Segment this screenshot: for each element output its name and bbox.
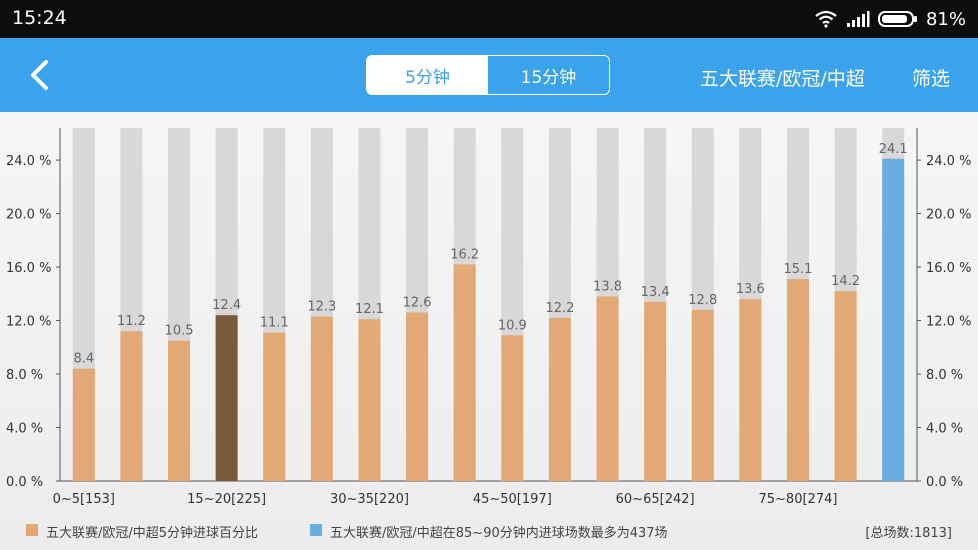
bar-value-label: 10.5 bbox=[165, 324, 194, 339]
legend-label-max: 五大联赛/欧冠/中超在85~90分钟内进球场数最多为437场 bbox=[330, 526, 668, 541]
y-tick-label-right: 8.0 % bbox=[926, 368, 963, 383]
back-arrow-icon[interactable] bbox=[22, 56, 58, 94]
y-tick-label-left: 4.0 % bbox=[6, 422, 43, 437]
x-tick-label: 30~35[220] bbox=[330, 492, 409, 507]
filter-button[interactable]: 筛选 bbox=[912, 68, 951, 90]
bar-value-label: 11.2 bbox=[117, 314, 146, 329]
bar bbox=[406, 312, 429, 481]
battery-icon bbox=[877, 11, 917, 27]
y-tick-label-left: 24.0 % bbox=[6, 154, 51, 169]
bar bbox=[453, 264, 476, 481]
bar-value-label: 13.4 bbox=[641, 285, 670, 300]
legend-swatch-orange bbox=[26, 524, 38, 536]
wifi-icon bbox=[815, 10, 837, 28]
legend-label-percent: 五大联赛/欧冠/中超5分钟进球百分比 bbox=[46, 526, 259, 541]
bar bbox=[596, 296, 619, 481]
bar-value-label: 14.2 bbox=[831, 274, 860, 289]
battery-percent: 81% bbox=[925, 8, 966, 30]
x-tick-label: 45~50[197] bbox=[473, 492, 552, 507]
bar-value-label: 8.4 bbox=[73, 352, 94, 367]
y-tick-label-left: 0.0 % bbox=[6, 475, 43, 490]
bar bbox=[691, 309, 714, 481]
bar bbox=[215, 315, 238, 481]
bar-value-label: 24.1 bbox=[879, 142, 908, 157]
bar-value-label: 13.6 bbox=[736, 282, 765, 297]
y-tick-label-right: 12.0 % bbox=[926, 315, 971, 330]
status-bar: 15:24 81% bbox=[0, 0, 978, 38]
tab-15min[interactable]: 15分钟 bbox=[520, 67, 577, 88]
bar bbox=[310, 316, 333, 481]
bar-value-label: 12.6 bbox=[403, 296, 432, 311]
bar-value-label: 16.2 bbox=[450, 247, 479, 262]
status-time: 15:24 bbox=[12, 7, 67, 29]
bar bbox=[786, 279, 809, 481]
bar bbox=[168, 340, 191, 481]
bar bbox=[882, 158, 905, 481]
bar-value-label: 15.1 bbox=[783, 262, 812, 277]
y-tick-label-left: 12.0 % bbox=[6, 315, 51, 330]
y-tick-label-right: 4.0 % bbox=[926, 422, 963, 437]
bar-value-label: 12.2 bbox=[545, 301, 574, 316]
bar-chart-svg: 0.0 % 0.0 % 4.0 % 4.0 % 8.0 % 8.0 % 12.0 % 12.0… bbox=[6, 128, 971, 507]
x-tick-label: 60~65[242] bbox=[616, 492, 695, 507]
bar bbox=[834, 291, 857, 481]
signal-icon bbox=[846, 11, 870, 27]
bar-value-label: 11.1 bbox=[260, 316, 289, 331]
bar-value-label: 10.9 bbox=[498, 318, 527, 333]
x-tick-label: 15~20[225] bbox=[187, 492, 266, 507]
y-tick-label-left: 16.0 % bbox=[6, 261, 51, 276]
status-icons: 81% bbox=[814, 7, 966, 31]
chart-legend: 五大联赛/欧冠/中超5分钟进球百分比 五大联赛/欧冠/中超在85~90分钟内进球… bbox=[0, 520, 978, 544]
y-tick-label-left: 20.0 % bbox=[6, 208, 51, 223]
bar bbox=[644, 301, 667, 481]
y-tick-label-right: 16.0 % bbox=[926, 261, 971, 276]
bar bbox=[263, 332, 286, 481]
y-tick-label-right: 20.0 % bbox=[926, 208, 971, 223]
league-selector[interactable]: 五大联赛/欧冠/中超 bbox=[700, 68, 865, 90]
interval-toggle: 5分钟 15分钟 bbox=[366, 55, 610, 95]
bar bbox=[358, 319, 381, 481]
bar-value-label: 12.3 bbox=[307, 300, 336, 315]
x-tick-label: 0~5[153] bbox=[53, 492, 115, 507]
bar bbox=[120, 331, 143, 481]
bar bbox=[739, 299, 762, 481]
bar-value-label: 12.1 bbox=[355, 302, 384, 317]
app-bar: 5分钟 15分钟 五大联赛/欧冠/中超 筛选 bbox=[0, 38, 978, 112]
total-matches: [总场数:1813] bbox=[865, 526, 952, 541]
bar bbox=[548, 317, 571, 481]
bar bbox=[72, 368, 95, 481]
y-tick-label-right: 24.0 % bbox=[926, 154, 971, 169]
bar-value-label: 13.8 bbox=[593, 279, 622, 294]
bar bbox=[501, 335, 524, 481]
legend-swatch-blue bbox=[310, 524, 322, 536]
y-tick-label-right: 0.0 % bbox=[926, 475, 963, 490]
goal-distribution-chart: 0.0 % 0.0 % 4.0 % 4.0 % 8.0 % 8.0 % 12.0 % 12.0… bbox=[0, 112, 978, 550]
x-tick-label: 75~80[274] bbox=[759, 492, 838, 507]
y-tick-label-left: 8.0 % bbox=[6, 368, 43, 383]
bar-value-label: 12.4 bbox=[212, 298, 241, 313]
bar-value-label: 12.8 bbox=[688, 293, 717, 308]
tab-5min[interactable]: 5分钟 bbox=[367, 56, 488, 94]
